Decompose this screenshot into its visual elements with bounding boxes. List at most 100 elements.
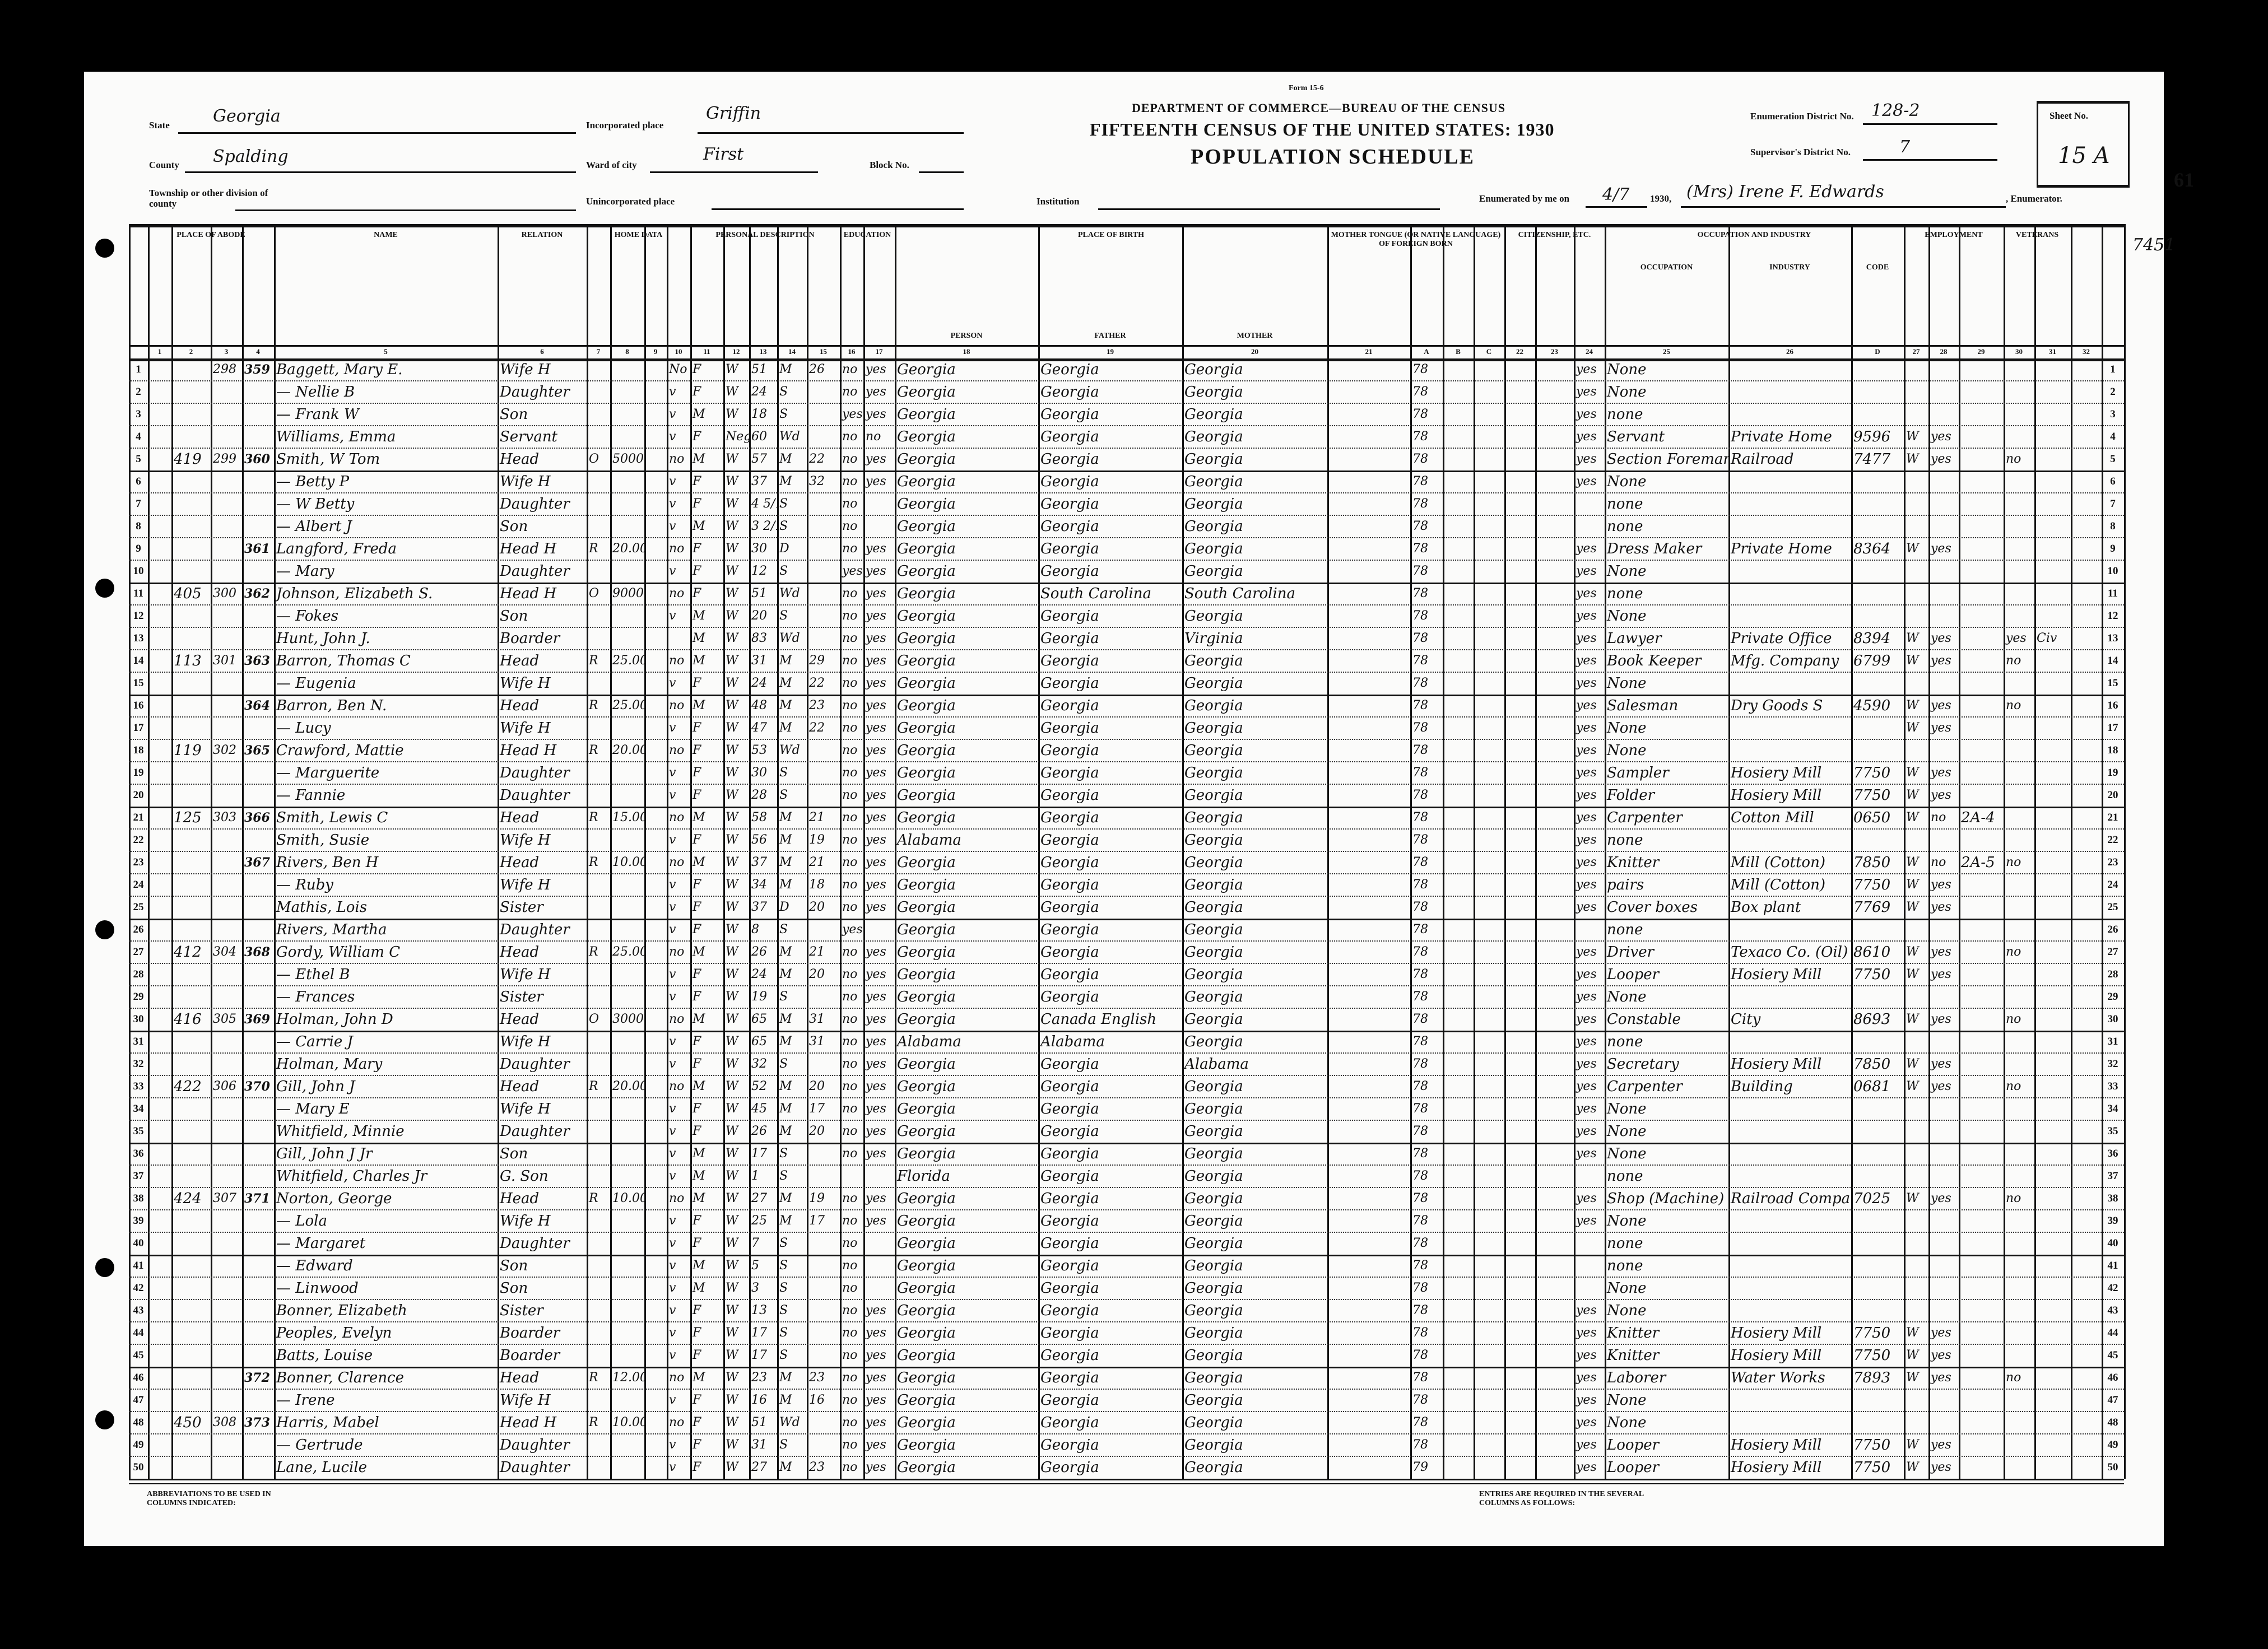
cell-am: 19 [809,1191,825,1205]
cell-rel: Son [500,1280,528,1297]
cell-occ: None [1607,1101,1647,1117]
cell-fb: Georgia [1040,697,1099,714]
cell-race: W [726,564,738,578]
cell-fam: 373 [244,1415,270,1430]
cell-oc: 7750 [1853,1347,1891,1364]
cell-bp: Georgia [897,1101,956,1117]
cell-name: Mathis, Lois [276,899,368,916]
cell-mar: M [779,1371,792,1385]
line-number-right: 38 [2107,1193,2118,1204]
cell-val: 9000 [612,586,644,600]
cell-mb: Georgia [1184,697,1243,714]
row-rule [129,873,2124,874]
row-rule [129,985,2124,986]
cell-oc: 8394 [1853,630,1891,647]
cell-mar: Wd [779,430,800,444]
punch-hole [95,1410,114,1429]
cell-cls: W [1906,1057,1919,1071]
cell-occ: Sampler [1607,765,1669,781]
cell-sex: M [693,1147,705,1161]
cell-code: 78 [1412,631,1428,645]
cell-vet: no [2006,654,2021,668]
cell-farm: no [669,1191,685,1205]
cell-rd: yes [866,385,886,399]
line-number-right: 5 [2110,453,2116,465]
cell-emp: yes [1931,900,1951,914]
row-rule [129,560,2124,561]
cell-rel: Son [500,406,528,423]
cell-am: 21 [809,945,825,959]
column-number: 9 [653,347,658,356]
cell-bp: Georgia [897,451,956,468]
cell-fb: Georgia [1040,877,1099,893]
cell-name: Gill, John J Jr [276,1145,373,1162]
group-header-veterans: VETERANS [2015,231,2059,239]
cell-code: 78 [1412,452,1428,466]
line-number-left: 35 [133,1125,144,1137]
cell-race: W [726,1303,738,1317]
line-number-left: 19 [133,767,144,779]
cell-mar: M [779,878,792,892]
cell-oc: 7025 [1853,1190,1891,1207]
cell-ind: Hosiery Mill [1731,765,1822,781]
cell-eng: yes [1576,676,1597,690]
cell-code: 78 [1412,1012,1428,1026]
cell-age: 16 [751,1393,767,1407]
cell-val: 15.00 [612,810,644,824]
column-number: 5 [384,347,388,356]
row-rule [129,1456,2124,1457]
cell-emp: yes [1931,542,1951,556]
cell-name: Barron, Thomas C [276,653,411,669]
cell-race: W [726,1281,738,1295]
header-bottom-rule [129,358,2124,361]
cell-occ: none [1607,1257,1643,1274]
cell-mb: Georgia [1184,944,1243,961]
cell-cls: W [1906,542,1919,556]
cell-bp: Georgia [897,675,956,692]
cell-farm: v [669,1057,676,1071]
cell-farm: v [669,1169,676,1183]
cell-name: Johnson, Elizabeth S. [276,585,433,602]
cell-sex: M [693,452,705,466]
cell-occ: Knitter [1607,1325,1660,1341]
column-number: 4 [256,347,260,356]
cell-bp: Georgia [897,1414,956,1431]
cell-mar: D [779,542,789,556]
cell-fam: 372 [244,1371,270,1385]
cell-eng: yes [1576,1012,1597,1026]
cell-cls: W [1906,967,1919,981]
cell-mb: Georgia [1184,1302,1243,1319]
cell-mb: Georgia [1184,675,1243,692]
cell-rel: Daughter [500,384,570,400]
cell-emp: no [1931,810,1946,824]
cell-occ: Salesman [1607,697,1679,714]
cell-sch: no [842,900,858,914]
column-number: 21 [1365,347,1373,356]
cell-eng: yes [1576,1393,1597,1407]
column-number: 25 [1663,347,1670,356]
cell-rd: yes [866,900,886,914]
cell-sex: F [693,676,701,690]
cell-eng: yes [1576,1303,1597,1317]
line-number-right: 36 [2107,1148,2118,1159]
cell-war: Civ [2037,631,2057,645]
cell-name: Gordy, William C [276,944,401,961]
cell-sch: no [842,452,858,466]
cell-occ: pairs [1607,877,1644,893]
cell-bp: Georgia [897,1011,956,1028]
cell-rel: Daughter [500,1437,570,1454]
cell-farm: v [669,497,676,511]
cell-eng: yes [1576,855,1597,869]
cell-race: W [726,878,738,892]
cell-occ: None [1607,1302,1647,1319]
cell-fb: South Carolina [1040,585,1152,602]
line-number-right: 33 [2107,1080,2118,1092]
cell-sch: no [842,1214,858,1228]
column-number-rule [129,345,2124,347]
cell-rel: Head [500,697,540,714]
cell-fb: Georgia [1040,1347,1099,1364]
cell-bp: Georgia [897,899,956,916]
cell-house: 419 [174,451,202,468]
cell-ind: Mfg. Company [1731,653,1839,669]
cell-mar: Wd [779,631,800,645]
